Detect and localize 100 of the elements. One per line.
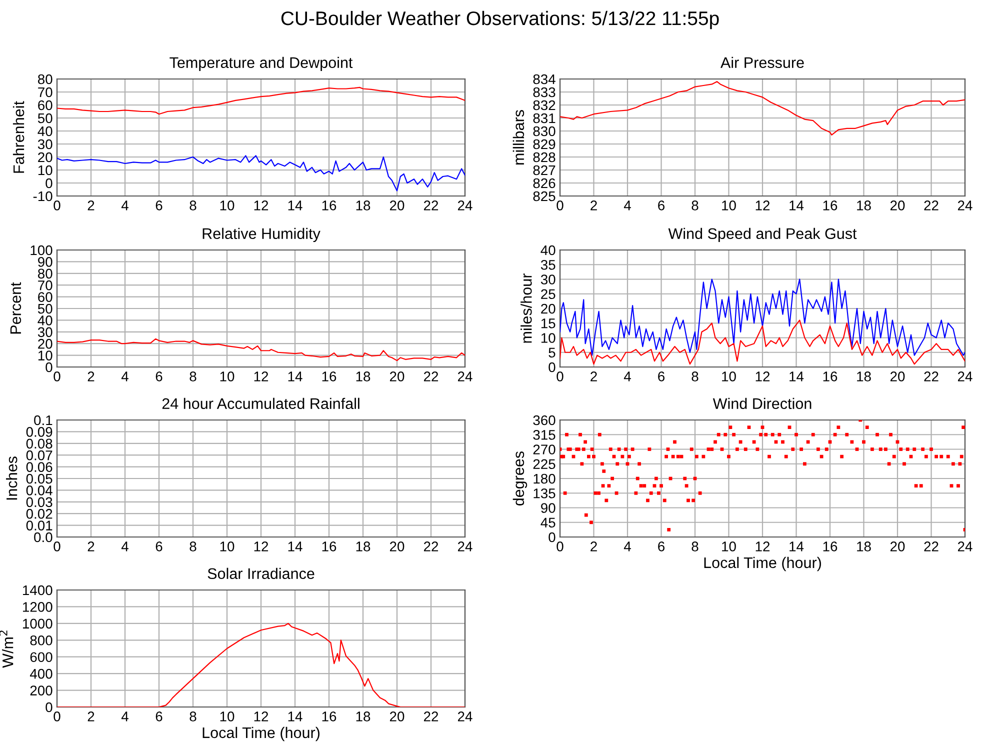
x-tick-label: 10 [220, 712, 234, 722]
x-tick-label: 0 [556, 542, 564, 552]
x-tick-label: 12 [756, 542, 770, 552]
x-tick-label: 2 [590, 200, 597, 210]
chart-title: Relative Humidity [202, 228, 320, 242]
x-tick-label: 12 [254, 200, 268, 210]
x-tick-label: 4 [121, 372, 128, 382]
y-tick-label: 225 [533, 459, 556, 470]
x-tick-label: 8 [190, 372, 196, 382]
x-tick-label: 16 [823, 542, 838, 552]
y-axis-title: miles/hour [520, 274, 532, 343]
chart-title: Solar Irradiance [208, 568, 314, 580]
line-series [560, 81, 965, 136]
y-tick-label: 0 [46, 178, 52, 188]
x-tick-label: 22 [424, 200, 438, 210]
y-tick-label: 600 [30, 652, 52, 662]
y-tick-label: 1400 [23, 585, 52, 596]
chart-title: 24 hour Accumulated Rainfall [162, 398, 360, 410]
x-tick-label: 12 [756, 200, 770, 210]
y-tick-label: 800 [30, 635, 52, 646]
x-tick-label: 6 [658, 542, 664, 552]
x-tick-label: 2 [88, 372, 94, 382]
x-tick-label: 18 [857, 372, 871, 382]
y-tick-label: 833 [533, 87, 556, 98]
x-tick-label: 6 [156, 372, 162, 382]
x-tick-label: 20 [390, 712, 404, 722]
y-tick-label: 60 [38, 100, 52, 110]
x-tick-label: 2 [590, 372, 597, 382]
y-tick-label: 834 [533, 74, 556, 84]
x-tick-label: 0 [54, 200, 60, 210]
x-tick-label: 10 [220, 372, 234, 382]
y-axis-title: Percent [10, 282, 22, 334]
y-tick-label: 0.02 [26, 508, 52, 519]
x-tick-label: 8 [190, 200, 196, 210]
x-tick-label: 16 [322, 712, 336, 722]
x-tick-label: 0 [556, 372, 564, 382]
y-tick-label: 831 [533, 113, 556, 124]
text: CU-Boulder Weather Observations: 5/13/22 11:55p [281, 10, 719, 30]
y-tick-label: 50 [38, 113, 52, 124]
y-tick-label: 25 [541, 289, 556, 300]
x-tick-label: 8 [190, 542, 196, 552]
y-tick-label: 0.08 [26, 438, 52, 449]
y-tick-label: 827 [533, 165, 556, 176]
x-tick-label: 2 [590, 542, 597, 552]
y-tick-label: 45 [540, 518, 556, 528]
x-tick-label: 8 [692, 372, 698, 382]
x-tick-label: 16 [823, 372, 838, 382]
x-tick-label: 10 [220, 542, 234, 552]
y-tick-label: 40 [38, 316, 52, 326]
y-axis-title: millibars [512, 110, 524, 164]
y-tick-label: 1000 [23, 618, 52, 629]
y-tick-label: 832 [533, 100, 556, 110]
y-tick-label: 0.05 [26, 474, 52, 484]
y-tick-label: 20 [38, 152, 52, 162]
y-tick-label: 0.07 [26, 450, 52, 460]
x-tick-label: 6 [156, 712, 162, 722]
x-tick-label: 0 [54, 372, 60, 382]
x-tick-label: 18 [356, 542, 370, 552]
x-tick-label: 6 [658, 372, 664, 382]
line-series [560, 278, 965, 356]
x-tick-label: 20 [890, 372, 905, 382]
y-tick-label: 0.1 [34, 415, 52, 426]
x-tick-label: 22 [924, 372, 938, 382]
x-tick-label: 10 [220, 200, 234, 210]
y-tick-label: 200 [30, 686, 52, 696]
x-tick-label: 6 [156, 542, 162, 552]
x-tick-label: 22 [424, 542, 438, 552]
x-tick-label: 22 [424, 712, 438, 722]
x-tick-label: 4 [624, 200, 631, 210]
y-tick-label: 270 [533, 444, 556, 454]
y-tick-label: 828 [533, 152, 556, 162]
x-tick-label: 0 [556, 200, 564, 210]
x-tick-label: 18 [356, 712, 370, 722]
x-tick-label: 2 [88, 712, 94, 722]
x-tick-label: 12 [254, 542, 268, 552]
y-axis-title: degrees [512, 451, 528, 506]
x-tick-label: 16 [823, 200, 838, 210]
chart-title: Wind Direction [712, 398, 812, 410]
y-tick-label: 1200 [23, 602, 52, 612]
y-tick-label: 829 [533, 139, 556, 150]
x-tick-label: 18 [857, 542, 871, 552]
x-tick-label: 0 [54, 712, 60, 722]
x-tick-label: 24 [958, 372, 972, 382]
y-tick-label: 0.01 [26, 520, 52, 530]
y-tick-label: 0.06 [26, 462, 52, 472]
y-axis-title: Inches [6, 456, 18, 500]
y-axis-title: Fahrenheit [12, 101, 24, 173]
line-series [57, 86, 465, 115]
x-tick-label: 24 [458, 712, 472, 722]
x-tick-label: 8 [692, 200, 698, 210]
x-tick-label: 24 [958, 200, 972, 210]
y-tick-label: 0 [548, 532, 556, 542]
x-tick-label: 22 [924, 542, 938, 552]
y-tick-label: 20 [541, 304, 556, 314]
y-tick-label: 0 [548, 362, 556, 372]
x-tick-label: 24 [458, 372, 472, 382]
x-tick-label: 18 [356, 372, 370, 382]
x-tick-label: 14 [790, 542, 804, 552]
x-axis-title: Local Time (hour) [202, 726, 320, 742]
chart-title: Air Pressure [720, 56, 804, 68]
